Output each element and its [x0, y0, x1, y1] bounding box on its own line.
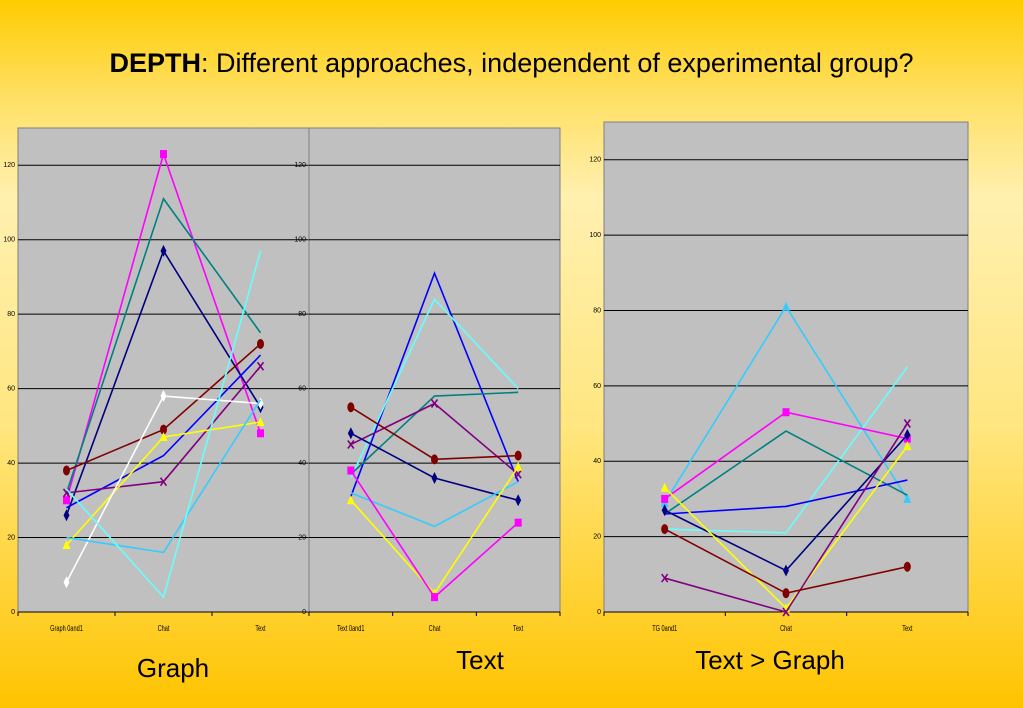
chart-0-ytick-label: 80: [7, 311, 15, 318]
chart-0-ytick-label: 20: [7, 535, 15, 542]
chart-2-ytick-label: 80: [593, 307, 601, 314]
title-rest: : Different approaches, independent of e…: [201, 48, 914, 78]
chart-2-series-3-line: [664, 430, 908, 515]
chart-1-series-8-point: [347, 466, 355, 475]
chart-1-series-4-point: [347, 402, 355, 413]
chart-1-series-3-point: [347, 439, 355, 449]
chart-2-series-6-point: [903, 441, 912, 451]
chart-2-series-5-point: [904, 428, 911, 441]
chart-1-series-4-point: [431, 454, 438, 465]
chart-0-xtick-label: Text: [255, 625, 265, 633]
chart-2-series-5-point: [783, 564, 789, 577]
chart-0-series-4-line: [66, 354, 262, 509]
chart-0-ytick-label: 60: [7, 386, 15, 393]
chart-1-plot-area: [308, 127, 561, 613]
chart-2-series-8-point: [782, 588, 790, 599]
chart-0-xtick-label: Chat: [158, 625, 170, 633]
chart-0-series-7-point: [257, 397, 264, 410]
chart-1-series-4-point: [514, 450, 522, 461]
chart-2-plot-area: [603, 121, 969, 613]
chart-0-ytick-label: 0: [11, 609, 15, 616]
chart-1-ytick-label: 0: [302, 609, 306, 616]
chart-1-ytick-label: 120: [294, 162, 306, 169]
chart-2-ytick-label: 20: [593, 534, 601, 541]
chart-0-series-6-point: [62, 539, 71, 549]
chart-1-series-1-line: [350, 297, 519, 479]
chart-0-series-6-point: [159, 432, 168, 442]
chart-1-ytick-label: 100: [294, 237, 306, 244]
chart-1-ytick-label: 80: [298, 311, 306, 318]
chart-2-ytick-label: 40: [593, 458, 601, 465]
chart-0-series-5-point: [256, 361, 265, 371]
chart-2-series-7-point: [782, 607, 790, 617]
chart-0-series-0-point: [63, 496, 70, 505]
chart-1-series-7-point: [346, 495, 355, 505]
chart-2-series-2-point: [782, 408, 790, 417]
chart-0-series-2-point: [63, 509, 70, 522]
chart-0-ytick-label: 40: [7, 460, 15, 467]
chart-1-series-6-line: [350, 480, 519, 528]
chart-1-series-3-point: [430, 399, 439, 408]
chart-1-series-3-point: [514, 469, 522, 479]
chart-2-series-4-line: [664, 479, 908, 515]
chart-0-series-0-point: [257, 429, 264, 438]
chart-1-ytick-label: 20: [298, 535, 306, 542]
chart-0-series-0-point: [160, 150, 167, 159]
chart-0-series-7-point: [160, 390, 167, 403]
chart-1-caption: Text: [456, 645, 504, 675]
chart-1-ytick-label: 40: [298, 460, 306, 467]
chart-1-series-8-point: [514, 518, 522, 527]
chart-0-series-1-line: [65, 197, 262, 494]
chart-2-series-0-point: [903, 493, 912, 503]
slide-title: DEPTH: Different approaches, independent…: [0, 48, 1023, 79]
chart-2-xtick-label: Chat: [780, 625, 792, 633]
chart-2-series-0-point: [782, 301, 790, 311]
chart-1-series-5-point: [515, 494, 522, 507]
chart-0-caption: Graph: [136, 653, 210, 683]
chart-0-series-6-point: [256, 417, 265, 427]
chart-0-xtick-label: Graph 0and1: [50, 625, 83, 633]
title-bold: DEPTH: [109, 48, 202, 78]
chart-2-series-7-point: [903, 419, 911, 429]
chart-2-ytick-label: 100: [589, 232, 601, 239]
chart-0-series-7-point: [63, 576, 70, 589]
chart-1-series-5-point: [431, 471, 438, 484]
chart-0-series-3-point: [160, 424, 167, 435]
chart-0-series-8-line: [66, 399, 262, 554]
chart-2-series-5-point: [661, 504, 668, 517]
chart-2-series-2-point: [661, 494, 669, 503]
chart-1-series-5-point: [347, 427, 354, 440]
chart-2-ytick-label: 60: [593, 383, 601, 390]
chart-1-xtick-label: Text 0and1: [337, 625, 364, 633]
chart-2-caption: Text > Graph: [695, 645, 845, 675]
chart-0-series-3-point: [257, 338, 264, 349]
chart-0-series-5-point: [159, 477, 168, 487]
chart-0-ytick-label: 120: [3, 162, 15, 169]
chart-2-series-8-point: [661, 524, 669, 535]
chart-1-xtick-label: Chat: [429, 625, 441, 633]
chart-1-ytick-label: 60: [298, 386, 306, 393]
chart-0-series-2-point: [160, 244, 167, 257]
chart-1-series-8-point: [431, 593, 438, 602]
chart-2-ytick-label: 0: [597, 609, 601, 616]
chart-0-series-9-line: [65, 250, 262, 599]
chart-1-xtick-label: Text: [513, 625, 523, 633]
chart-2-xtick-label: Text: [902, 625, 912, 633]
chart-2-series-7-point: [661, 573, 669, 583]
chart-1-series-0-line: [350, 270, 519, 497]
chart-0-ytick-label: 100: [3, 237, 15, 244]
chart-2-ytick-label: 120: [589, 157, 601, 164]
chart-0-plot-area: [17, 127, 310, 613]
chart-0-series-3-point: [63, 465, 70, 476]
chart-2-xtick-label: TG 0and1: [652, 625, 677, 633]
chart-2-series-8-point: [903, 561, 911, 572]
chart-1-series-7-point: [514, 461, 523, 471]
chart-2-series-6-point: [660, 482, 669, 492]
